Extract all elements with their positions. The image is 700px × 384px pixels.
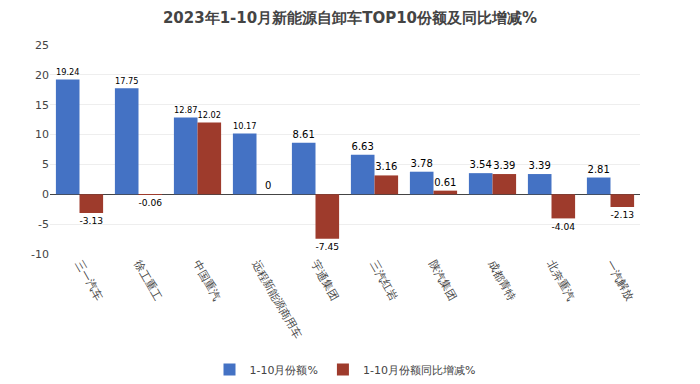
svg-text:一汽解放: 一汽解放 <box>603 258 636 303</box>
svg-text:0: 0 <box>265 180 271 191</box>
svg-text:0: 0 <box>42 188 49 201</box>
svg-text:3.39: 3.39 <box>529 160 551 171</box>
svg-text:北奔重汽: 北奔重汽 <box>544 258 577 303</box>
svg-text:宇通集团: 宇通集团 <box>308 258 341 303</box>
svg-text:2.81: 2.81 <box>588 164 610 175</box>
svg-text:10.17: 10.17 <box>233 121 257 131</box>
svg-text:17.75: 17.75 <box>115 76 139 86</box>
svg-text:-10: -10 <box>31 248 49 261</box>
svg-text:成都青特: 成都青特 <box>485 258 518 303</box>
svg-text:25: 25 <box>35 39 49 52</box>
svg-text:-5: -5 <box>38 218 49 231</box>
svg-text:19.24: 19.24 <box>56 67 80 77</box>
svg-text:陕汽集团: 陕汽集团 <box>426 258 459 303</box>
svg-text:5: 5 <box>42 158 49 171</box>
svg-text:-0.06: -0.06 <box>139 198 163 208</box>
svg-text:12.02: 12.02 <box>198 110 222 120</box>
svg-text:三汽红岩: 三汽红岩 <box>367 258 400 303</box>
svg-text:中国重汽: 中国重汽 <box>190 258 223 303</box>
svg-text:-3.13: -3.13 <box>80 216 104 226</box>
svg-text:-2.13: -2.13 <box>611 210 635 220</box>
svg-text:10: 10 <box>35 128 49 141</box>
svg-text:徐工重工: 徐工重工 <box>131 258 164 303</box>
svg-text:-4.04: -4.04 <box>552 222 576 232</box>
svg-text:8.61: 8.61 <box>293 129 315 140</box>
svg-text:15: 15 <box>35 99 49 112</box>
svg-text:三一汽车: 三一汽车 <box>72 258 105 303</box>
svg-text:远程新能源商用车: 远程新能源商用车 <box>249 258 304 341</box>
svg-text:-7.45: -7.45 <box>316 242 340 252</box>
svg-text:6.63: 6.63 <box>352 141 374 152</box>
svg-text:0.61: 0.61 <box>434 177 456 188</box>
svg-text:1-10月份额%: 1-10月份额% <box>250 364 318 377</box>
svg-text:3.78: 3.78 <box>411 158 433 169</box>
svg-text:1-10月份额同比增减%: 1-10月份额同比增减% <box>363 364 475 377</box>
svg-text:20: 20 <box>35 69 49 82</box>
svg-text:3.16: 3.16 <box>375 161 397 172</box>
svg-text:3.39: 3.39 <box>493 160 515 171</box>
svg-text:2023年1-10月新能源自卸车TOP10份额及同比增减%: 2023年1-10月新能源自卸车TOP10份额及同比增减% <box>163 9 537 27</box>
svg-text:3.54: 3.54 <box>470 159 492 170</box>
svg-text:12.87: 12.87 <box>174 105 198 115</box>
